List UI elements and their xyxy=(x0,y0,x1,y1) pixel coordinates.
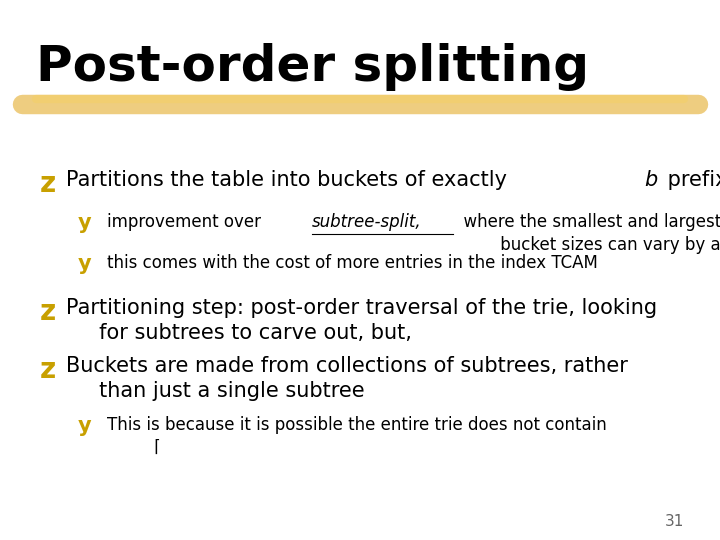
Text: Partitions the table into buckets of exactly: Partitions the table into buckets of exa… xyxy=(66,170,514,190)
Text: y: y xyxy=(78,213,91,233)
Text: z: z xyxy=(40,298,56,326)
Text: y: y xyxy=(78,254,91,274)
Text: subtree-split,: subtree-split, xyxy=(312,213,422,231)
Text: where the smallest and largest
         bucket sizes can vary by a factor of 2: where the smallest and largest bucket si… xyxy=(454,213,720,253)
Text: b: b xyxy=(644,170,657,190)
Text: Post-order splitting: Post-order splitting xyxy=(36,43,589,91)
Text: z: z xyxy=(40,170,56,198)
Text: improvement over: improvement over xyxy=(107,213,266,231)
Text: 31: 31 xyxy=(665,514,684,529)
Text: Buckets are made from collections of subtrees, rather
     than just a single su: Buckets are made from collections of sub… xyxy=(66,356,628,401)
Text: prefixes: prefixes xyxy=(661,170,720,190)
Text: Partitioning step: post-order traversal of the trie, looking
     for subtrees t: Partitioning step: post-order traversal … xyxy=(66,298,657,343)
Text: z: z xyxy=(40,356,56,384)
Text: this comes with the cost of more entries in the index TCAM: this comes with the cost of more entries… xyxy=(107,254,598,272)
Text: y: y xyxy=(78,416,91,436)
Text: This is because it is possible the entire trie does not contain
         ⌈: This is because it is possible the entir… xyxy=(107,416,606,456)
